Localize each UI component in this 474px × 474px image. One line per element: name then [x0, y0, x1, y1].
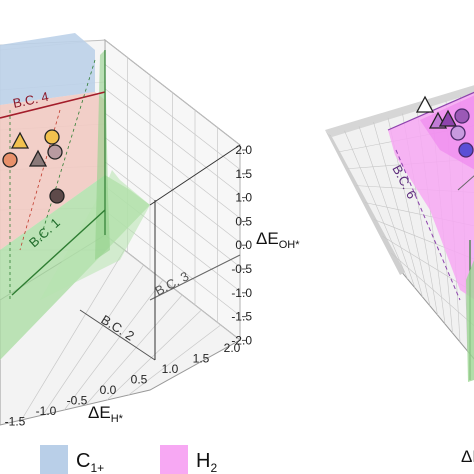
marker-circle — [49, 188, 65, 204]
right-gray-line — [457, 175, 474, 191]
z-tick-label: -2.0 — [231, 333, 252, 347]
marker-circle — [47, 144, 63, 160]
legend-swatch-c1 — [40, 445, 68, 474]
x-tick-label: -0.5 — [67, 394, 88, 408]
bc2-line — [79, 309, 156, 361]
legend-label-c1: C1+ — [76, 450, 104, 474]
grid-line — [64, 279, 164, 411]
marker-circle — [454, 108, 470, 124]
x-tick-label: 0.5 — [131, 373, 148, 387]
z-tick-label: -1.5 — [231, 310, 252, 324]
marker-circle — [2, 152, 18, 168]
x-tick-label: -1.5 — [5, 415, 26, 429]
x-axis-ticks: 2.0 1.5 1.0 0.5 0.0 -0.5 -1.0 -1.5 — [5, 341, 241, 429]
green-boundary-line — [11, 209, 106, 296]
z-tick-label: -1.0 — [231, 286, 252, 300]
marker-triangle — [438, 109, 458, 127]
pink-region-plane — [0, 92, 105, 250]
right-axis-title: ΔE — [461, 447, 474, 466]
markers-left — [2, 129, 65, 204]
bc3-line — [149, 254, 241, 301]
grid-line — [106, 309, 202, 401]
z-tick-label: -0.5 — [231, 262, 252, 276]
grid-line — [42, 264, 144, 416]
bc4-label: B.C. 4 — [12, 89, 50, 111]
grid-line — [391, 252, 474, 327]
dashed-guide-2 — [39, 59, 96, 241]
marker-circle — [458, 142, 474, 158]
right-green-sliver — [466, 260, 474, 382]
x-tick-label: 1.0 — [162, 362, 179, 376]
green-tilted-plane — [40, 170, 150, 300]
x-tick-label: 2.0 — [224, 341, 241, 355]
c1-region-plane — [0, 33, 95, 105]
legend-label-h2: H2 — [196, 450, 217, 474]
x-tick-label: 1.5 — [193, 352, 210, 366]
z-axis-ticks: 2.01.51.00.50.0-0.5-1.0-1.5-2.0 — [231, 143, 252, 347]
marker-triangle — [415, 95, 435, 113]
z-axis-title: ΔEOH* — [256, 229, 300, 251]
front-edge-line — [149, 144, 241, 206]
grid-line — [128, 324, 221, 396]
right-plot-box — [325, 85, 474, 382]
marker-triangle — [28, 149, 48, 167]
marker-circle — [44, 129, 60, 145]
legend-swatch-h2 — [160, 445, 188, 474]
x-tick-label: 0.0 — [100, 383, 117, 397]
grid-line — [21, 249, 125, 421]
red-boundary-line — [0, 91, 106, 119]
marker-triangle — [10, 131, 30, 149]
right-dashed-purple — [395, 149, 461, 301]
region-planes-left — [0, 33, 241, 361]
green-wedge-plane — [95, 50, 110, 260]
x-axis-title: ΔEH* — [88, 403, 124, 425]
x-tick-label: -1.0 — [36, 404, 57, 418]
right-frame-top — [325, 85, 474, 137]
marker-circle — [450, 125, 466, 141]
markers-right — [415, 95, 474, 158]
grid-line — [85, 294, 183, 406]
legend: C1+ H2 — [40, 445, 217, 474]
